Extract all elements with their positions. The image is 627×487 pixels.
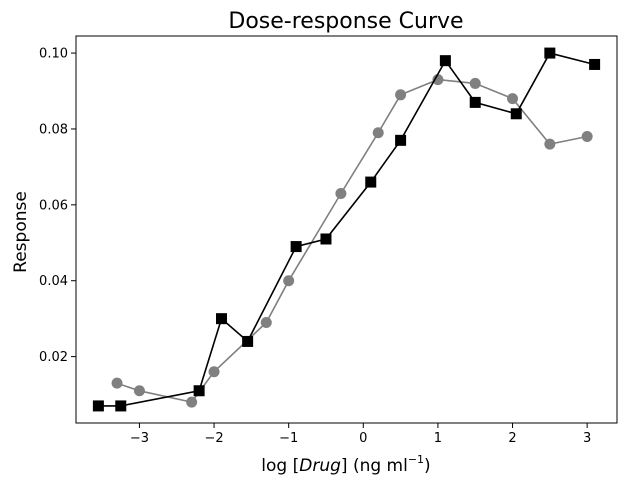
data-point — [395, 134, 407, 146]
x-tick-label: −2 — [204, 431, 223, 446]
data-point — [133, 385, 145, 397]
series-layer — [92, 47, 601, 412]
data-point — [290, 241, 302, 253]
y-tick-label: 0.02 — [39, 350, 68, 365]
data-point — [186, 396, 198, 408]
plot-frame — [75, 35, 618, 424]
series-1 — [111, 74, 593, 408]
data-point — [283, 275, 295, 287]
data-point — [432, 74, 444, 86]
data-point — [320, 233, 332, 245]
y-tick-label: 0.08 — [39, 122, 68, 137]
x-tick-label: −1 — [279, 431, 298, 446]
data-point — [335, 187, 347, 199]
series-line — [116, 78, 588, 403]
chart-title: Dose-response Curve — [228, 9, 463, 34]
data-point — [111, 377, 123, 389]
data-point — [372, 127, 384, 139]
y-axis: 0.02 0.04 0.06 0.08 0.10 — [39, 47, 76, 365]
x-axis-label: log [Drug] (ng ml−1) — [261, 453, 430, 476]
y-tick-label: 0.06 — [39, 198, 68, 213]
data-point — [510, 108, 522, 120]
data-point — [208, 366, 220, 378]
x-tick-label: −3 — [130, 431, 149, 446]
data-point — [216, 313, 228, 325]
data-point — [469, 96, 481, 108]
data-point — [589, 58, 601, 70]
y-tick-label: 0.04 — [39, 274, 68, 289]
data-point — [469, 77, 481, 89]
y-axis-label: Response — [11, 191, 31, 273]
x-tick-label: 2 — [508, 431, 516, 446]
x-tick-label: 1 — [434, 431, 442, 446]
series-2 — [92, 47, 601, 412]
x-axis: −3 −2 −1 0 1 2 3 — [130, 423, 591, 446]
y-tick-label: 0.10 — [39, 47, 68, 62]
plot-area — [75, 35, 618, 424]
data-point — [581, 131, 593, 143]
data-point — [439, 55, 451, 67]
data-point — [544, 47, 556, 59]
data-point — [365, 176, 377, 188]
data-point — [92, 400, 104, 412]
data-point — [115, 400, 127, 412]
x-tick-label: 3 — [583, 431, 591, 446]
data-point — [507, 93, 519, 105]
data-point — [395, 89, 407, 101]
data-point — [193, 385, 205, 397]
series-line — [98, 52, 595, 407]
data-point — [242, 335, 254, 347]
data-point — [544, 138, 556, 150]
x-tick-label: 0 — [359, 431, 367, 446]
data-point — [260, 316, 272, 328]
